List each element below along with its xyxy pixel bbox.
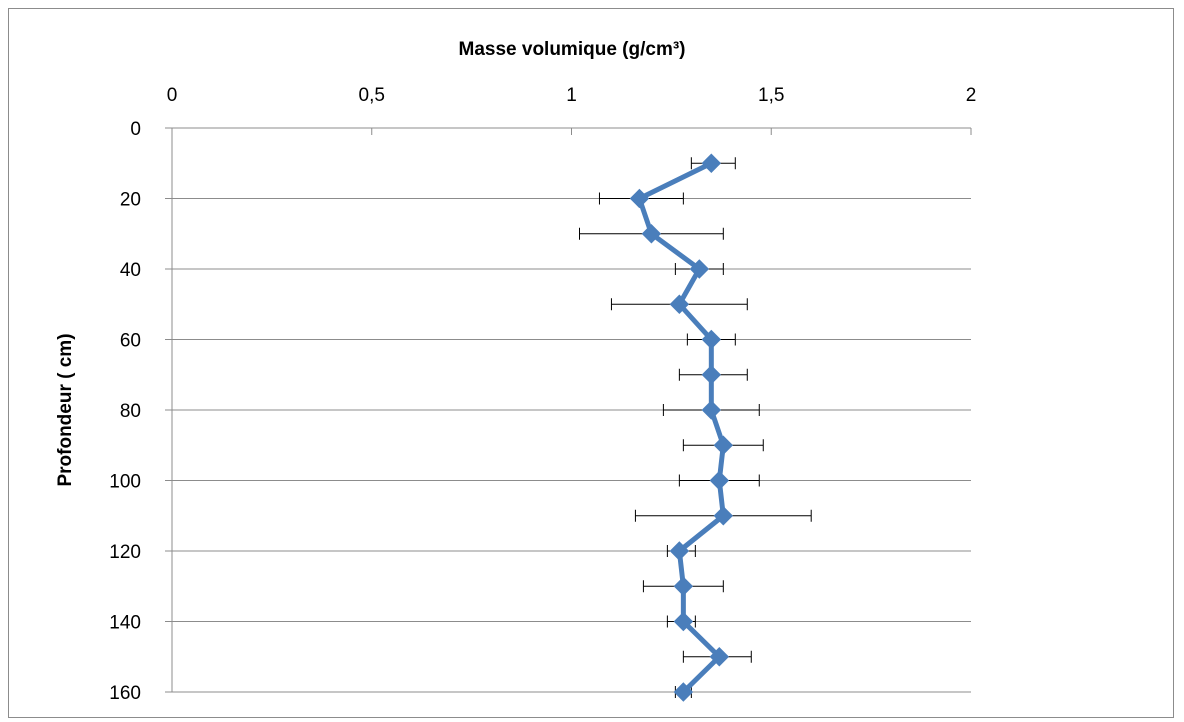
data-point-marker [713,435,734,455]
data-point-marker [669,541,690,561]
x-tick-label: 1,5 [758,85,784,106]
y-tick-label: 100 [109,472,141,493]
x-tick-label: 0 [167,85,178,106]
y-tick-label: 140 [109,613,141,634]
data-point-marker [701,329,722,350]
data-markers [629,153,734,702]
grid-lines [172,198,971,693]
data-point-marker [713,506,734,526]
data-point-marker [689,259,710,279]
error-bars [578,157,812,698]
y-tick-label: 120 [109,542,141,563]
y-tick-label: 40 [120,260,141,281]
x-tick-label: 1 [566,85,577,106]
y-tick-label: 60 [120,331,141,352]
x-tick-label: 2 [966,85,977,106]
series-line [636,161,726,694]
data-point-marker [709,470,730,491]
data-point-marker [701,400,722,420]
data-point-marker [709,647,730,667]
data-point-marker [673,576,694,596]
data-point-marker [701,365,722,385]
y-axis-title: Profondeur ( cm) [55,333,76,486]
y-tick-label: 160 [109,683,141,704]
data-point-marker [669,294,690,314]
data-point-marker [641,224,662,244]
data-point-marker [701,153,722,173]
data-point-marker [629,188,650,209]
data-point-marker [673,682,694,702]
x-axis-title: Masse volumique (g/cm³) [459,39,686,60]
y-tick-label: 0 [130,119,141,140]
y-tick-label: 80 [120,401,141,422]
axes [165,127,972,693]
series-line-path [636,161,726,694]
x-tick-label: 0,5 [359,85,385,106]
y-tick-label: 20 [120,190,141,211]
data-point-marker [673,611,694,632]
chart-frame [8,8,1174,718]
